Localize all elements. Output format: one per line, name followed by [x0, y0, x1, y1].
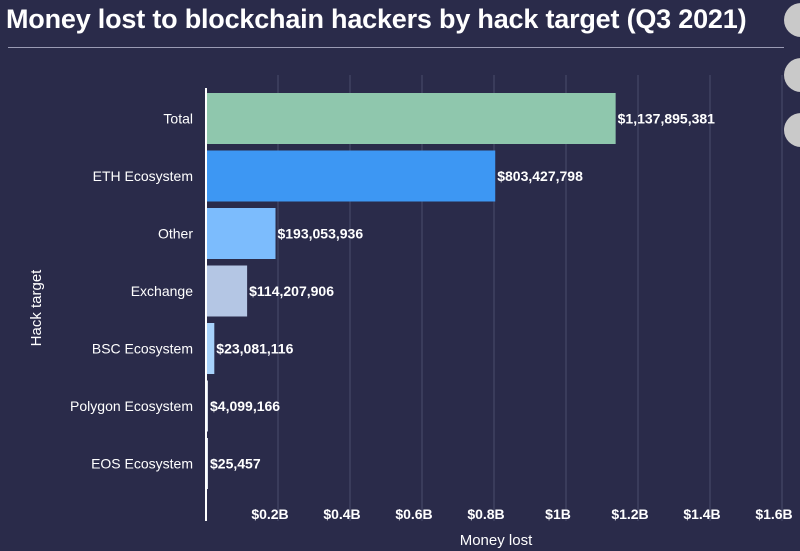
side-control-button[interactable]	[784, 113, 800, 147]
data-label: $25,457	[210, 456, 261, 472]
y-axis-title: Hack target	[28, 269, 45, 347]
x-tick-label: $0.6B	[395, 506, 432, 522]
x-tick-label: $0.4B	[323, 506, 360, 522]
bar[interactable]	[206, 323, 215, 374]
category-label: Polygon Ecosystem	[70, 398, 193, 414]
category-label: Other	[158, 226, 193, 242]
category-label: EOS Ecosystem	[91, 456, 193, 472]
bar[interactable]	[206, 265, 248, 317]
x-tick-label: $0.2B	[251, 506, 288, 522]
bar[interactable]	[206, 93, 616, 144]
bar-series	[206, 93, 616, 489]
bar[interactable]	[206, 150, 496, 202]
data-label: $1,137,895,381	[618, 111, 716, 127]
data-label: $803,427,798	[497, 168, 583, 184]
category-label: Total	[163, 111, 193, 127]
data-labels: $1,137,895,381 $803,427,798 $193,053,936 $1…	[210, 111, 715, 472]
x-axis-title: Money lost	[460, 532, 533, 549]
category-label: Exchange	[131, 283, 193, 299]
x-tick-label: $0.8B	[467, 506, 504, 522]
data-label: $23,081,116	[216, 341, 293, 357]
x-tick-label: $1.2B	[611, 506, 648, 522]
title-divider	[8, 47, 784, 48]
category-label: BSC Ecosystem	[92, 341, 193, 357]
x-tick-label: $1B	[545, 506, 571, 522]
side-control-button[interactable]	[784, 58, 800, 92]
x-tick-labels: $0.2B $0.4B $0.6B $0.8B $1B $1.2B $1.4B $1.6B	[251, 506, 792, 522]
side-control-button[interactable]	[784, 3, 800, 37]
x-tick-label: $1.6B	[755, 506, 792, 522]
data-label: $193,053,936	[277, 226, 363, 242]
x-tick-label: $1.4B	[683, 506, 720, 522]
category-labels: Total ETH Ecosystem Other Exchange BSC Ecosy…	[70, 111, 193, 472]
bar[interactable]	[206, 208, 276, 259]
category-label: ETH Ecosystem	[93, 168, 193, 184]
chart-title: Money lost to blockchain hackers by hack…	[6, 4, 747, 34]
data-label: $4,099,166	[210, 398, 280, 414]
data-label: $114,207,906	[249, 283, 334, 299]
gridlines	[277, 75, 783, 521]
